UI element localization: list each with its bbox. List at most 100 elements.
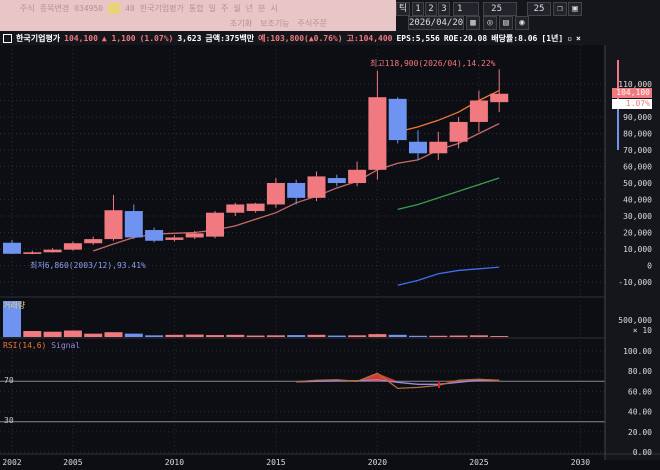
candle-body (84, 239, 103, 244)
volume-bar (266, 335, 285, 337)
x-tick-label: 2030 (571, 458, 590, 467)
candle-body (185, 233, 204, 238)
save-icon[interactable]: ▣ (568, 2, 582, 16)
reset-button[interactable]: 초기화 (230, 19, 253, 28)
stock-order-button[interactable]: 주식주문 (297, 19, 327, 28)
stock-info-bar: 한국기업평가 104,100 ▲ 1,100 (1.07%) 3,623 금액:… (0, 32, 660, 45)
tab-3[interactable]: 3 (438, 2, 450, 16)
calendar-icon[interactable]: ▦ (466, 16, 480, 30)
volume-bar (63, 330, 82, 337)
candle-body (3, 242, 21, 254)
tab-2[interactable]: 2 (425, 2, 437, 16)
total-count: 25 (527, 2, 551, 16)
period-tick[interactable]: 틱 (396, 2, 410, 16)
candle-body (206, 212, 224, 237)
legend-bb-mid[interactable]: BB_중심선 (175, 47, 212, 56)
candle-body (469, 100, 488, 122)
volume-bar (145, 335, 164, 337)
aux-function-button[interactable]: 보조기능 (260, 19, 290, 28)
period-week[interactable]: 주 (221, 4, 229, 13)
volume-bar (206, 335, 224, 337)
maximize-icon[interactable]: ▫ (567, 34, 573, 43)
legend-bb-lower[interactable]: BB_하한선 (216, 47, 253, 56)
y-tick-label: 20,000 (623, 229, 652, 238)
close-icon[interactable]: × (576, 34, 581, 43)
refresh-icon[interactable]: ◉ (515, 16, 529, 30)
bb-mid-line (397, 177, 500, 211)
tab-1[interactable]: 1 (412, 2, 424, 16)
count-select[interactable]: 1 (453, 2, 479, 16)
tools-icon[interactable]: ▤ (499, 16, 513, 30)
candle-body (104, 210, 123, 240)
market-select[interactable]: 주식 (20, 4, 35, 13)
rsi-title[interactable]: RSI(14,6) (3, 341, 47, 350)
amount: 금액:375백만 (205, 34, 255, 43)
signal-title[interactable]: Signal (51, 341, 81, 350)
stock-name: 한국기업평가 (16, 34, 61, 43)
rsi-legend: RSI(14,6) Signal (3, 341, 80, 350)
period-day[interactable]: 일 (208, 4, 217, 13)
stock-code-input[interactable]: 034950 (74, 4, 104, 13)
group-number: 40 (125, 4, 135, 13)
volume-bar (124, 333, 143, 337)
eps: EPS:5,556 (396, 34, 440, 43)
volume-bar (327, 335, 346, 337)
volume-bar (307, 334, 326, 337)
volume-bar (165, 334, 184, 337)
y-tick-label: -10,000 (618, 278, 652, 287)
legend-ma20[interactable]: 20 (56, 47, 67, 56)
popup-icon[interactable]: ❐ (553, 2, 567, 16)
rsi-line (296, 372, 500, 390)
rsi-overbought-fill (296, 373, 500, 382)
change-pct: (1.07%) (139, 34, 174, 43)
change: ▲ 1,100 (101, 34, 136, 43)
candle-body (165, 237, 184, 240)
candle-body (145, 230, 164, 241)
legend-main[interactable]: 통합(수정) (3, 47, 43, 56)
period-hour[interactable]: 시 (270, 4, 278, 13)
period-minute[interactable]: 분 (258, 4, 266, 13)
stock-search-button[interactable]: 종목변경 (39, 4, 70, 13)
date-input[interactable]: 2026/04/20 (408, 16, 464, 30)
volume-bar (388, 334, 407, 337)
volume-bar (490, 336, 509, 337)
display-count-stepper[interactable]: 25 (483, 2, 517, 16)
y-tick-label: 50,000 (623, 179, 652, 188)
rsi-tick-label: 80.00 (628, 367, 652, 376)
combined-button[interactable]: 통합 (188, 4, 204, 13)
rsi-tick-label: 100.00 (623, 347, 652, 356)
rsi-level-30: 30 (4, 416, 14, 425)
candle-body (43, 249, 62, 253)
period-month[interactable]: 월 (233, 4, 241, 13)
candle-body (266, 183, 285, 205)
color-tag[interactable] (108, 3, 121, 14)
settings-icon[interactable]: ◎ (483, 16, 497, 30)
roe: ROE:20.08 (443, 34, 488, 43)
legend-ma120[interactable]: 120 (85, 47, 100, 56)
candle-body (368, 97, 387, 170)
rsi-signal-line (296, 379, 500, 385)
legend-ma60[interactable]: 60 (71, 47, 81, 56)
y-tick-label: 90,000 (623, 113, 652, 122)
max-annotation: 최고118,900(2026/04),14.22% (370, 59, 496, 68)
rsi-tick-label: 40.00 (628, 408, 652, 417)
volume-bar (429, 335, 448, 337)
volume-bar (348, 335, 367, 337)
candle-body (388, 98, 407, 141)
volume-bar (185, 334, 204, 337)
y-tick-label: 30,000 (623, 212, 652, 221)
legend-ma5[interactable]: 5 (46, 47, 52, 56)
x-tick-label: 2020 (368, 458, 387, 467)
x-tick-label: 2025 (469, 458, 488, 467)
legend-bb-upper[interactable]: BB_상한선(20,2) (104, 47, 171, 56)
period-year[interactable]: 년 (245, 4, 254, 13)
candle-body (287, 183, 306, 198)
x-tick-label: 2005 (63, 458, 82, 467)
period: [1년] (541, 34, 564, 43)
volume-title: 거래량 (3, 301, 26, 310)
current-price: 104,100 (64, 34, 98, 43)
window-icon[interactable] (3, 34, 12, 43)
y-tick-label: 70,000 (623, 146, 652, 155)
rsi-tick-label: 0.00 (633, 448, 652, 457)
